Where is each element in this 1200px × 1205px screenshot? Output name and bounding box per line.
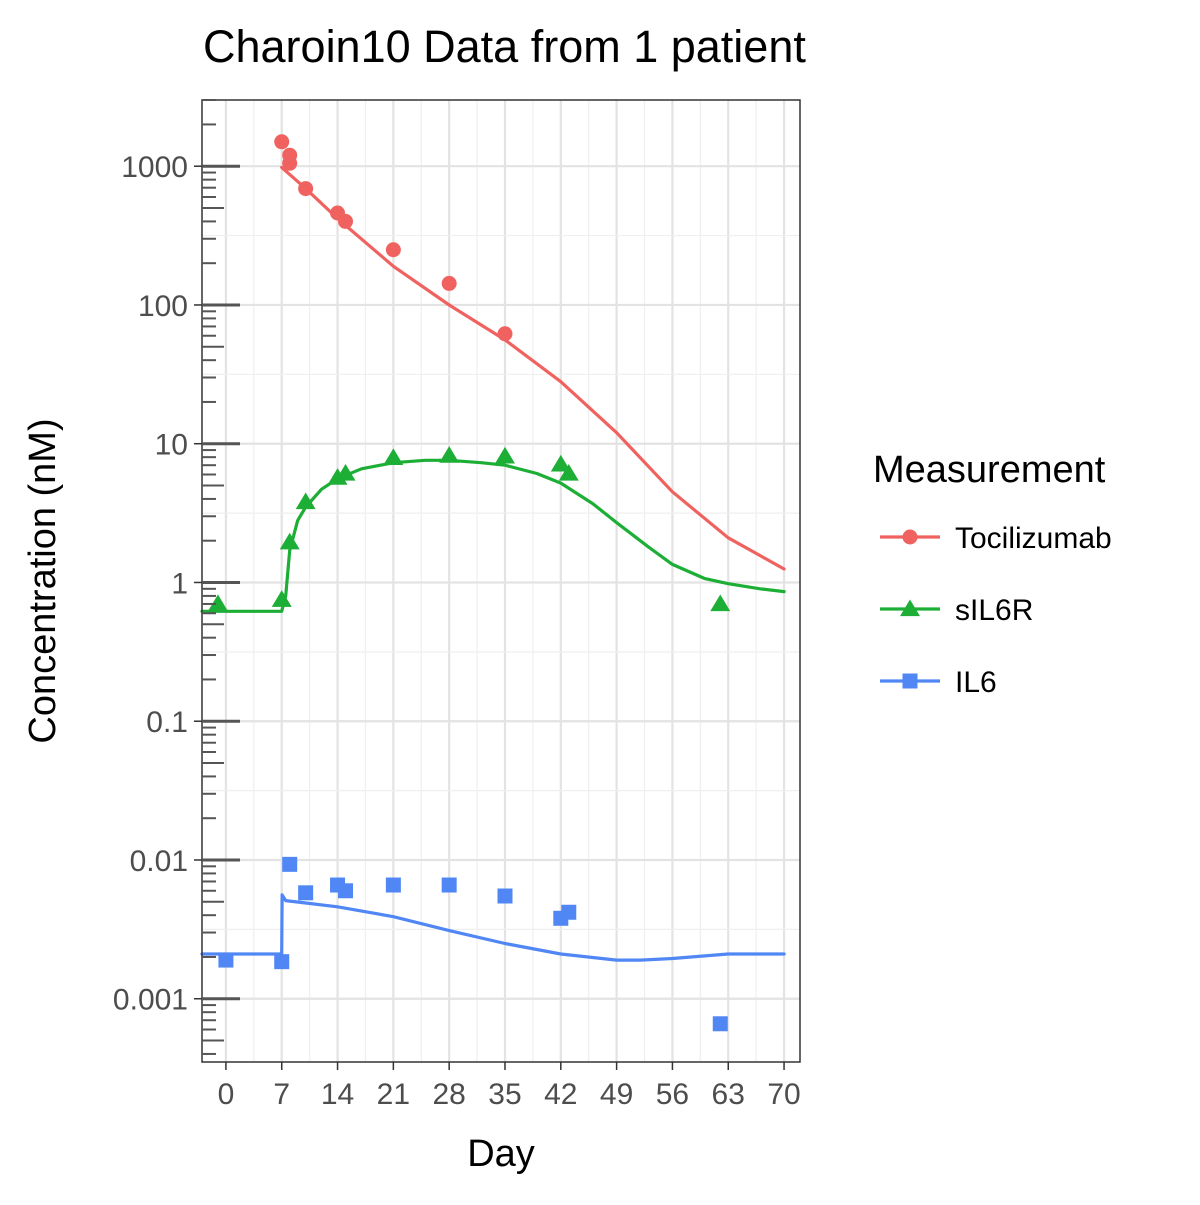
data-point-sil6r bbox=[550, 454, 571, 472]
y-axis-label: Concentration (nM) bbox=[22, 418, 64, 743]
x-tick-label: 56 bbox=[656, 1078, 689, 1111]
data-point-tocilizumab bbox=[497, 326, 513, 342]
y-tick-label: 10 bbox=[155, 429, 188, 462]
data-point-tocilizumab bbox=[298, 181, 314, 197]
data-point-sil6r bbox=[558, 464, 579, 481]
data-point-sil6r bbox=[271, 590, 292, 607]
x-axis-label: Day bbox=[467, 1133, 535, 1175]
y-tick-label: 100 bbox=[138, 290, 188, 323]
data-point-sil6r bbox=[295, 492, 316, 510]
data-point-il6 bbox=[218, 952, 234, 968]
data-point-tocilizumab bbox=[338, 213, 354, 229]
y-tick-label: 0.1 bbox=[146, 706, 188, 739]
x-tick-label: 70 bbox=[767, 1078, 800, 1111]
legend-marker-il6 bbox=[902, 673, 918, 689]
legend-label-il6: IL6 bbox=[955, 666, 997, 699]
x-tick-label: 35 bbox=[488, 1078, 521, 1111]
legend: Measurement Tocilizumab sIL6R IL6 bbox=[873, 449, 1112, 699]
data-point-sil6r bbox=[279, 532, 300, 550]
x-tick-label: 0 bbox=[218, 1078, 235, 1111]
data-point-il6 bbox=[282, 856, 298, 872]
data-point-il6 bbox=[561, 904, 577, 920]
x-tick-label: 21 bbox=[377, 1078, 410, 1111]
x-tick-label: 14 bbox=[321, 1078, 354, 1111]
legend-label-sil6r: sIL6R bbox=[955, 594, 1033, 627]
y-tick-label: 0.01 bbox=[130, 845, 188, 878]
data-point-sil6r bbox=[710, 594, 731, 612]
fit-line-sil6r bbox=[200, 458, 786, 613]
data-points bbox=[207, 134, 731, 1032]
chart-title: Charoin10 Data from 1 patient bbox=[203, 21, 806, 72]
x-tick-label: 28 bbox=[432, 1078, 465, 1111]
x-tick-label: 42 bbox=[544, 1078, 577, 1111]
x-tick-label: 49 bbox=[600, 1078, 633, 1111]
data-point-sil6r bbox=[383, 448, 404, 466]
fit-line-il6 bbox=[200, 893, 786, 962]
data-point-il6 bbox=[497, 888, 513, 904]
x-tick-label: 7 bbox=[273, 1078, 290, 1111]
y-tick-label: 0.001 bbox=[113, 984, 188, 1017]
data-point-il6 bbox=[441, 877, 457, 893]
data-point-tocilizumab bbox=[385, 242, 401, 258]
data-point-il6 bbox=[298, 885, 314, 901]
data-point-tocilizumab bbox=[282, 155, 298, 171]
data-point-il6 bbox=[338, 883, 354, 899]
legend-label-tocilizumab: Tocilizumab bbox=[955, 522, 1112, 555]
data-point-il6 bbox=[385, 877, 401, 893]
axes: 0 7 14 21 28 35 42 49 56 63 70 0.001 0.01 0.1 1 10 100 10… bbox=[113, 99, 801, 1111]
data-point-il6 bbox=[274, 954, 290, 970]
data-point-sil6r bbox=[335, 464, 356, 481]
data-point-sil6r bbox=[439, 446, 460, 463]
data-point-tocilizumab bbox=[274, 134, 290, 150]
data-point-tocilizumab bbox=[441, 275, 457, 291]
legend-marker-tocilizumab bbox=[902, 529, 918, 545]
legend-marker-sil6r bbox=[900, 599, 920, 617]
x-tick-label: 63 bbox=[712, 1078, 745, 1111]
legend-title: Measurement bbox=[873, 449, 1106, 491]
data-point-sil6r bbox=[495, 446, 515, 464]
y-tick-label: 1000 bbox=[121, 151, 188, 184]
data-point-il6 bbox=[712, 1016, 728, 1032]
y-tick-label: 1 bbox=[171, 567, 188, 600]
data-point-sil6r bbox=[207, 594, 228, 612]
